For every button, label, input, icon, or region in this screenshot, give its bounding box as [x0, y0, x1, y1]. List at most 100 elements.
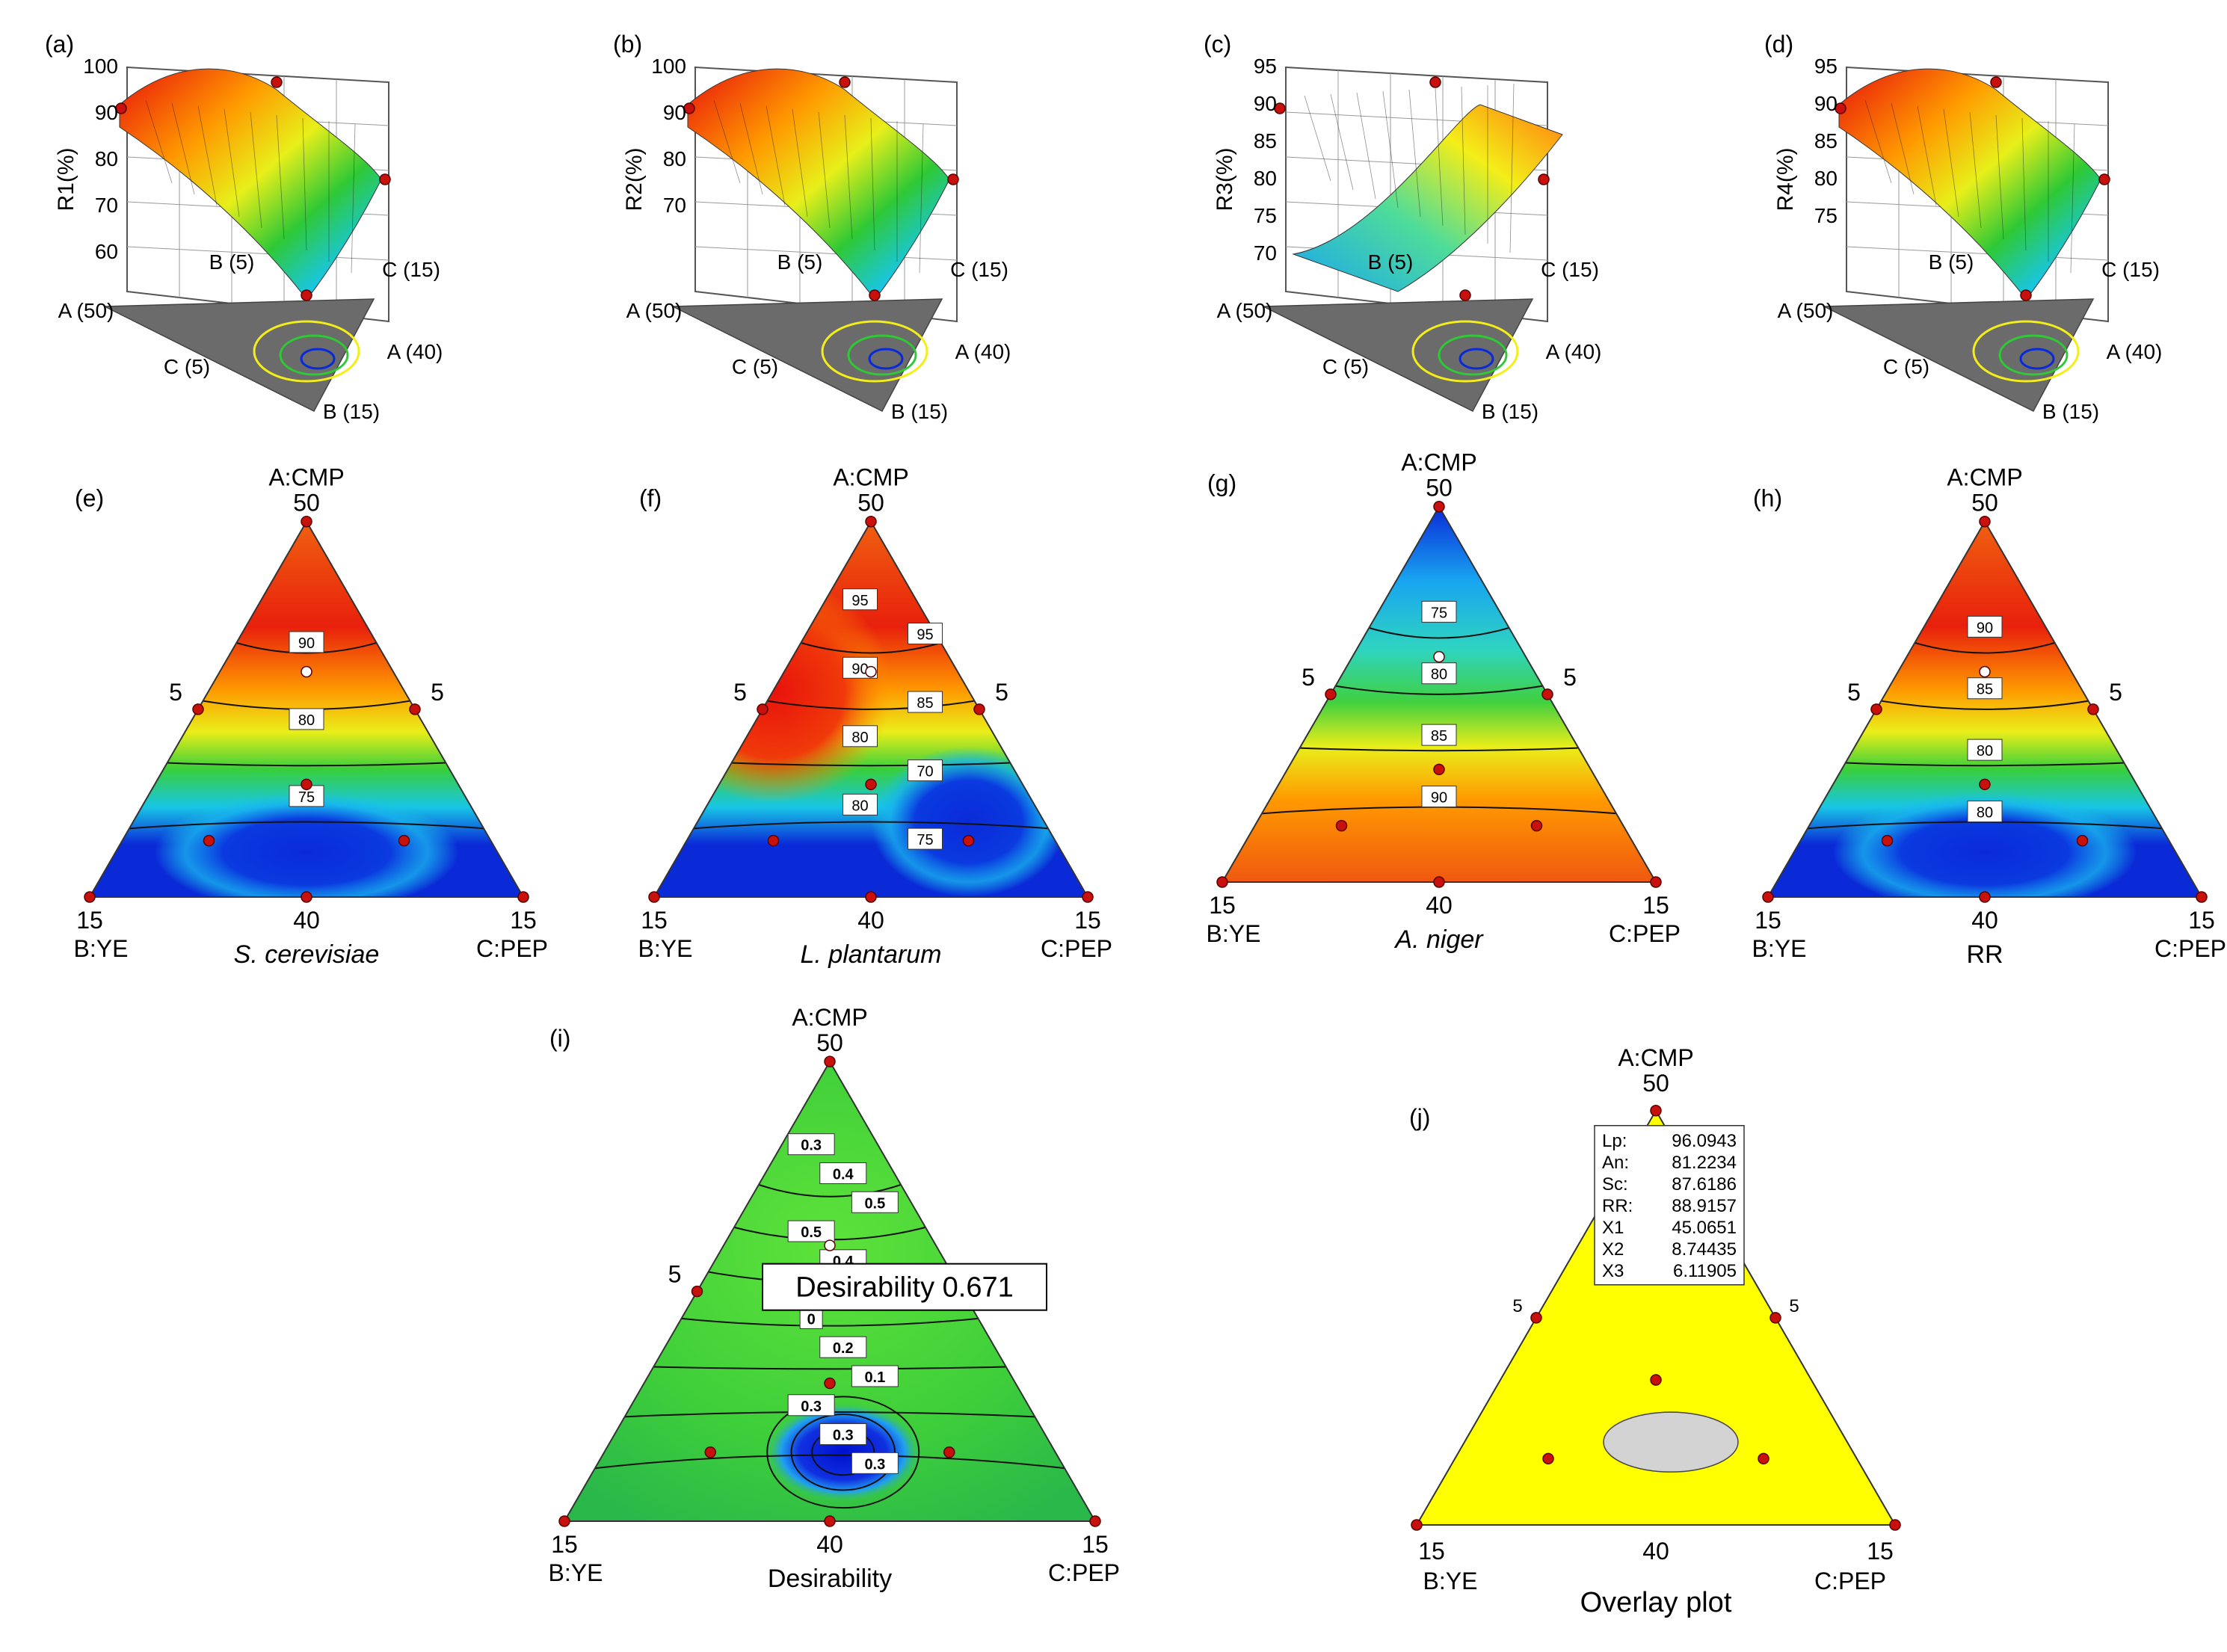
mesh-line [1509, 83, 1515, 253]
contour-label: 95 [851, 593, 868, 609]
vertex-label-c: C (15) [950, 258, 1008, 281]
design-point [648, 891, 660, 903]
design-point [1530, 819, 1543, 832]
design-point [1835, 102, 1846, 114]
panel-label: (i) [549, 1025, 570, 1052]
z-tick-label: 95 [1254, 55, 1277, 78]
contour-label-box [843, 588, 878, 611]
design-point [203, 834, 215, 847]
contour-label: 85 [1977, 682, 1993, 698]
contour-label-box [289, 631, 324, 653]
z-tick-label: 90 [1254, 92, 1277, 115]
contour-label-box [1967, 739, 2003, 761]
caption: Overlay plot [1580, 1587, 1732, 1618]
contour-label-box [787, 1220, 835, 1242]
contour-label: 85 [917, 695, 933, 712]
mesh-line [1891, 102, 1915, 195]
contour-line [706, 761, 1036, 767]
floor-contour [1972, 320, 2080, 383]
contour-label-box [843, 725, 878, 748]
contour-line [1274, 746, 1604, 752]
design-point [2098, 173, 2110, 185]
design-point [869, 289, 881, 301]
contour-line [790, 1414, 896, 1491]
low-region [155, 792, 458, 897]
design-point [2076, 834, 2089, 847]
design-point [517, 891, 529, 903]
edge-label-c: C (5) [732, 355, 778, 378]
desirability-callout-box [762, 1263, 1047, 1311]
edge-label-c: C (5) [1883, 355, 1929, 378]
design-point [301, 778, 312, 791]
contour-label-box [819, 1336, 867, 1358]
low-region [763, 1402, 923, 1503]
design-point [824, 1055, 836, 1067]
vertex-label-a: A (50) [626, 299, 683, 322]
contour-label: 70 [917, 764, 933, 780]
right-label: C:PEP [1814, 1568, 1886, 1594]
optimum-key: Sc: [1602, 1174, 1628, 1195]
mesh-line [1943, 108, 1959, 218]
design-point [1889, 1519, 1901, 1531]
contour-line [1846, 693, 2124, 710]
left-value: 15 [1209, 892, 1236, 919]
contour-label-box [787, 1394, 835, 1417]
design-point [1429, 76, 1441, 88]
design-point [839, 76, 851, 88]
contour-label-box [843, 793, 878, 816]
z-tick-label: 70 [1254, 241, 1277, 265]
z-tick-label: 100 [83, 55, 118, 78]
mesh-line [197, 105, 218, 206]
design-point [962, 834, 975, 847]
mesh-line [1995, 114, 2004, 240]
contour-label-box [1421, 600, 1457, 623]
vertex-label-b: B (15) [891, 400, 948, 423]
design-point [2196, 891, 2208, 903]
right-label: C:PEP [476, 935, 548, 962]
surface-panel-c: (c) R3(%) 95 90 85 80 75 70 A (50) B (15) C (15) B … [1204, 31, 1601, 423]
design-point [1650, 1105, 1662, 1117]
edge-label-c: C (5) [164, 355, 210, 378]
design-point [1541, 688, 1553, 700]
optimum-key: X2 [1602, 1239, 1624, 1260]
side-left-value: 5 [169, 679, 182, 706]
z-tick-label: 70 [663, 194, 686, 217]
left-label: B:YE [74, 935, 129, 962]
z-tick-label: 90 [663, 101, 686, 124]
panel-label: (j) [1409, 1104, 1430, 1131]
contour-label-box [787, 1133, 835, 1156]
design-point [683, 102, 695, 114]
contour-line [1300, 678, 1578, 695]
mesh-line [276, 114, 285, 240]
caption: L. plantarum [801, 940, 942, 969]
design-point [824, 1377, 836, 1390]
bottom-value: 40 [293, 907, 320, 934]
surface-floor [1823, 298, 2095, 412]
right-value: 15 [1074, 907, 1101, 934]
edge-label-b: B (5) [209, 250, 255, 274]
contour-label-box [851, 1365, 899, 1387]
right-label: C:PEP [2154, 935, 2226, 962]
left-value: 15 [1418, 1538, 1445, 1565]
vertex-label-a: A (50) [1778, 299, 1834, 322]
floor-contour [279, 334, 349, 376]
design-point [824, 1239, 836, 1251]
design-point [973, 703, 985, 715]
apex-label: A:CMP [1618, 1044, 1693, 1071]
design-point [1335, 819, 1348, 832]
design-point [192, 703, 204, 715]
edge-label-a: A (40) [2107, 340, 2163, 363]
design-point [1274, 102, 1286, 114]
design-point [2087, 703, 2099, 715]
floor-contour [821, 320, 928, 383]
right-label: C:PEP [1041, 935, 1112, 962]
contour-label: 75 [298, 789, 315, 806]
z-tick-label: 80 [1814, 167, 1838, 190]
contour-label: 0.2 [833, 1340, 854, 1357]
mesh-line [1356, 92, 1376, 200]
surface-panel-a: (a) R1(%) 100 90 80 70 60 A (50) B (15) C (15) B (… [45, 31, 443, 423]
vertex-label-a: A (50) [58, 299, 114, 322]
optimum-value: 8.74435 [1672, 1239, 1737, 1260]
